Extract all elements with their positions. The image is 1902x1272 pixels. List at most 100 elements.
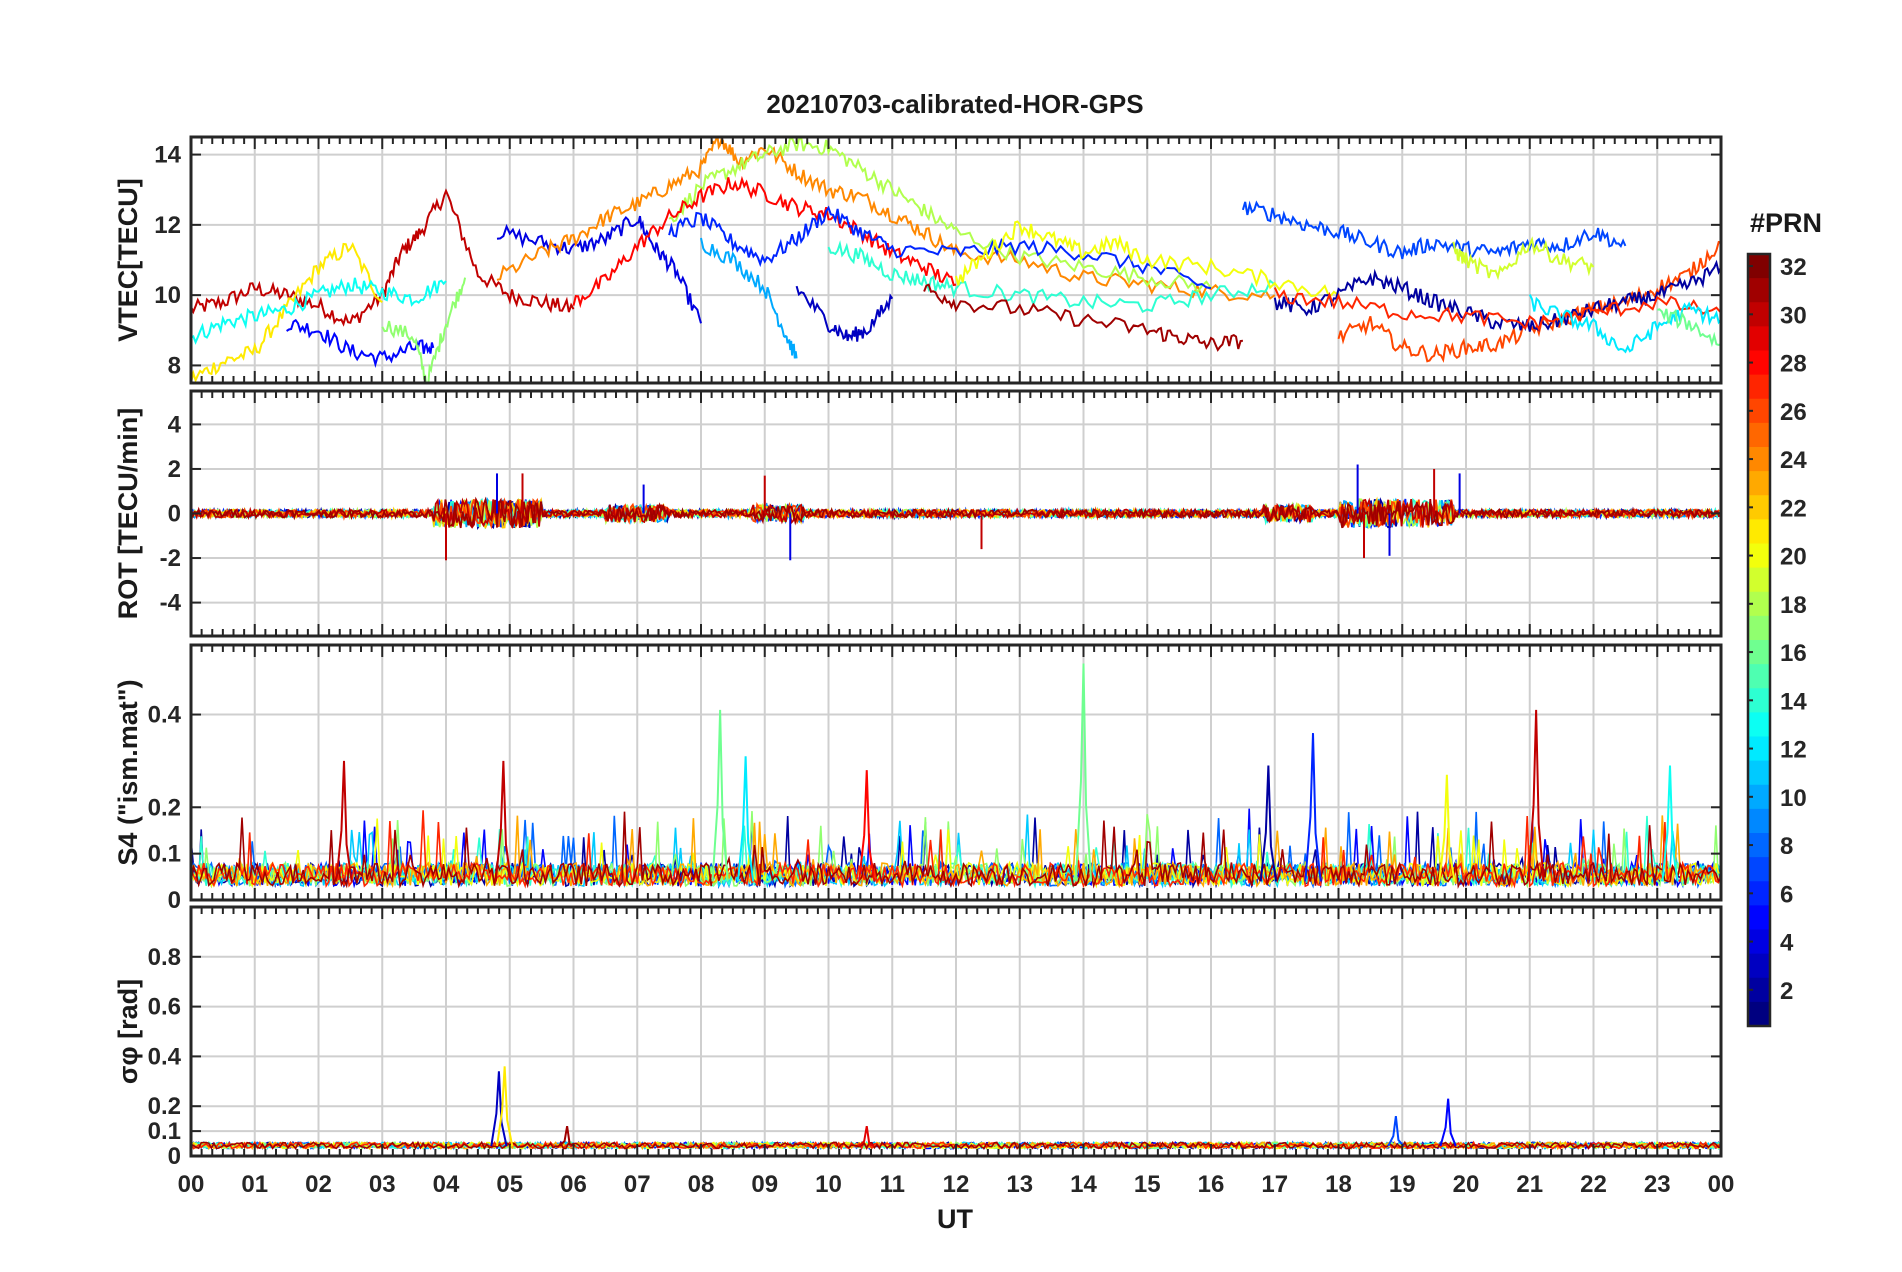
- colorbar-segment: [1748, 350, 1770, 376]
- vtec-series-prn-27: [1273, 287, 1721, 332]
- y-tick-label: 0: [168, 1143, 181, 1170]
- y-axis-label: σφ [rad]: [113, 979, 143, 1084]
- colorbar-tick-label: 22: [1780, 495, 1807, 522]
- colorbar-tick-label: 18: [1780, 592, 1807, 619]
- colorbar-segment: [1748, 712, 1770, 738]
- peak-prn-29: [858, 1125, 875, 1147]
- x-tick-label: 20: [1453, 1171, 1480, 1198]
- colorbar-tick-label: 28: [1780, 351, 1807, 378]
- x-tick-label: 10: [815, 1171, 842, 1198]
- x-tick-label: 07: [624, 1171, 651, 1198]
- vtec-series-prn-7: [1241, 200, 1627, 260]
- colorbar-tick-label: 12: [1780, 737, 1807, 764]
- panel-frame: [189, 389, 1723, 638]
- grid: [190, 645, 1722, 901]
- colorbar-segment: [1748, 278, 1770, 303]
- peak-prn-2: [1259, 765, 1278, 882]
- x-tick-label: 01: [241, 1171, 268, 1198]
- y-axis-label: ROT [TECU/min]: [113, 408, 143, 619]
- peak-prn-16: [711, 709, 729, 882]
- peak-prn-31: [558, 1125, 576, 1147]
- vtec-series-prn-16: [1657, 308, 1721, 348]
- colorbar-tick-label: 2: [1780, 978, 1793, 1005]
- y-tick-label: 0.1: [148, 1118, 181, 1145]
- x-tick-label: 21: [1516, 1171, 1543, 1198]
- colorbar-segment: [1748, 760, 1770, 786]
- colorbar-tick-label: 20: [1780, 544, 1807, 571]
- vtec-series-prn-10: [700, 237, 798, 359]
- x-tick-label: 19: [1389, 1171, 1416, 1198]
- x-tick-label: 17: [1261, 1171, 1288, 1198]
- colorbar-segment: [1748, 688, 1770, 713]
- y-tick-label: -2: [160, 545, 181, 572]
- vtec-series-prn-3: [795, 285, 894, 342]
- series-group: [191, 663, 1721, 890]
- colorbar-tick-label: 10: [1780, 785, 1807, 812]
- peak-prn-7: [1387, 1116, 1405, 1147]
- y-axis-label: VTEC[TECU]: [113, 178, 143, 342]
- colorbar-segment: [1748, 471, 1770, 496]
- peak-prn-5: [1439, 1098, 1457, 1147]
- y-axis-label: S4 ("ism.mat"): [113, 679, 143, 865]
- colorbar-tick-label: 16: [1780, 640, 1807, 667]
- colorbar-segment: [1748, 808, 1770, 834]
- colorbar-tick-label: 30: [1780, 302, 1807, 329]
- colorbar-segment: [1748, 881, 1770, 906]
- y-tick-label: 0.6: [148, 994, 181, 1021]
- peak-prn-30: [335, 760, 353, 882]
- vtec-series-prn-20: [955, 220, 1340, 300]
- peak-prn-12: [736, 756, 755, 882]
- y-tick-label: 0.2: [148, 1093, 181, 1120]
- x-tick-label: 00: [178, 1171, 205, 1198]
- x-tick-label: 05: [496, 1171, 523, 1198]
- peak-prn-21: [496, 1066, 514, 1147]
- x-tick-label: 22: [1580, 1171, 1607, 1198]
- peak-prn-28: [858, 770, 876, 882]
- panel-frame: [189, 643, 1723, 902]
- y-tick-label: 10: [154, 282, 181, 309]
- panel-frame: [189, 905, 1723, 1158]
- colorbar-segment: [1748, 567, 1770, 593]
- peak-prn-3: [490, 1071, 508, 1147]
- y-tick-label: 2: [168, 456, 181, 483]
- peak-prn-6: [1304, 733, 1322, 882]
- colorbar-segment: [1748, 833, 1770, 858]
- vtec-series-prn-30: [191, 188, 575, 327]
- vtec-series-prn-17: [381, 277, 467, 383]
- x-tick-label: 16: [1198, 1171, 1225, 1198]
- colorbar-tick-label: 24: [1780, 447, 1807, 474]
- colorbar-segment: [1748, 447, 1770, 472]
- peak-prn-20: [1438, 774, 1456, 882]
- colorbar-frame: [1746, 252, 1772, 1028]
- colorbar-segment: [1748, 857, 1770, 882]
- y-tick-label: 0.4: [148, 1043, 182, 1070]
- colorbar-segment: [1748, 784, 1770, 810]
- y-tick-label: 12: [154, 212, 181, 239]
- x-tick-label: 08: [688, 1171, 715, 1198]
- colorbar-segment: [1748, 495, 1770, 520]
- colorbar-tick-label: 14: [1780, 688, 1807, 715]
- series-group: [191, 464, 1720, 561]
- vtec-series-prn-24: [496, 137, 1276, 302]
- vtec-series-prn-6: [668, 205, 1212, 290]
- colorbar-segment: [1748, 374, 1770, 400]
- y-tick-label: 14: [154, 142, 181, 169]
- colorbar-segment: [1748, 929, 1770, 955]
- colorbar-segment: [1748, 519, 1770, 545]
- x-tick-label: 15: [1134, 1171, 1161, 1198]
- x-tick-label: 09: [751, 1171, 778, 1198]
- colorbar-segment: [1748, 326, 1770, 352]
- peak-prn-13: [1661, 765, 1679, 882]
- y-tick-label: 0: [168, 887, 181, 914]
- colorbar-segment: [1748, 664, 1770, 689]
- vtec-series-prn-19: [1452, 236, 1595, 281]
- vtec-series-prn-12: [1528, 294, 1721, 354]
- minor-ticks: [190, 645, 1722, 900]
- colorbar-segment: [1748, 1001, 1770, 1027]
- vtec-series-prn-14: [827, 240, 1276, 314]
- colorbar-segment: [1748, 254, 1770, 279]
- series-group: [191, 137, 1721, 383]
- y-tick-label: -4: [160, 590, 182, 617]
- peak-prn-30: [1527, 709, 1545, 882]
